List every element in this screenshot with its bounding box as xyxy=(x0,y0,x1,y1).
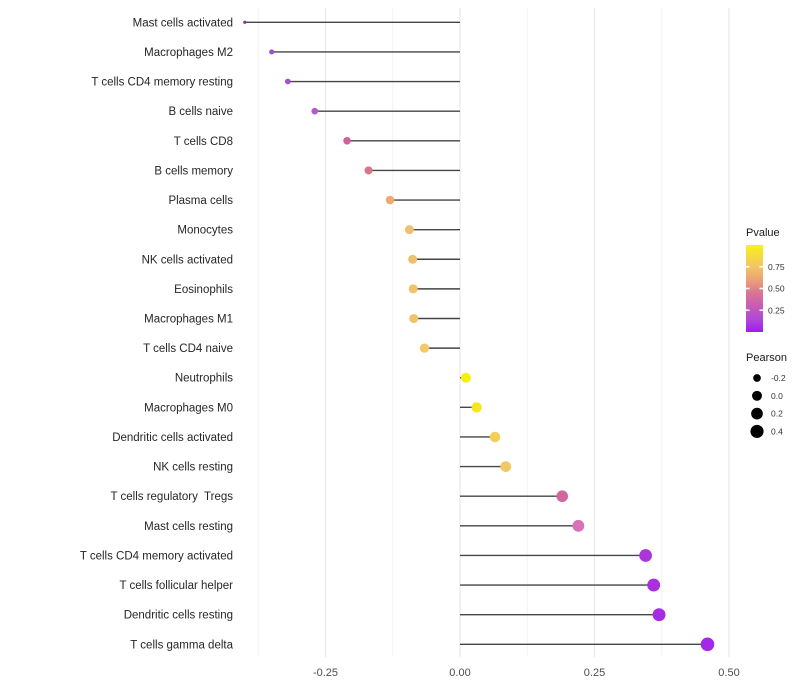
row-label: Dendritic cells activated xyxy=(112,432,233,444)
row-label: Mast cells activated xyxy=(133,17,233,29)
pearson-size-dot xyxy=(751,407,763,420)
dot xyxy=(700,637,715,652)
x-tick-label: -0.25 xyxy=(313,667,338,679)
pearson-size-dot xyxy=(753,374,761,382)
pearson-size-dot xyxy=(750,424,764,438)
dot xyxy=(409,313,419,324)
pvalue-colorbar-ticks: 0.75 0.50 0.25 xyxy=(746,262,785,315)
dot xyxy=(489,431,501,443)
row-label: Plasma cells xyxy=(168,195,233,207)
pearson-size-label: 0.4 xyxy=(771,426,783,436)
dot xyxy=(639,549,652,562)
row-label: T cells CD8 xyxy=(174,136,233,148)
pearson-legend-title: Pearson xyxy=(746,352,787,364)
row-label: B cells naive xyxy=(168,106,233,118)
dot xyxy=(647,578,661,592)
colorbar-tick-label: 0.50 xyxy=(768,284,785,294)
dot xyxy=(269,49,275,55)
dot xyxy=(284,78,291,85)
dot xyxy=(243,20,247,24)
colorbar-tick-label: 0.25 xyxy=(768,305,785,315)
dot xyxy=(364,166,373,175)
x-tick-label: 0.50 xyxy=(718,667,739,679)
row-label: Dendritic cells resting xyxy=(124,610,233,622)
row-label: Macrophages M1 xyxy=(144,314,233,326)
dot xyxy=(408,254,418,264)
row-label: Eosinophils xyxy=(174,284,233,296)
row-label: Monocytes xyxy=(177,225,233,237)
dot xyxy=(460,372,471,383)
pvalue-legend: Pvalue 0.75 0.50 0.25 xyxy=(746,227,785,332)
lollipop-rows: Mast cells activated Macrophages M2 T cell… xyxy=(80,17,715,652)
row-label: T cells CD4 memory activated xyxy=(80,550,233,562)
dot xyxy=(311,107,319,115)
pearson-size-label: -0.2 xyxy=(771,373,786,383)
row-label: T cells gamma delta xyxy=(130,639,233,651)
row-label: Macrophages M0 xyxy=(144,402,233,414)
pearson-size-label: 0.2 xyxy=(771,409,783,419)
x-axis-labels: -0.25 0.00 0.25 0.50 xyxy=(313,667,740,679)
x-tick-label: 0.25 xyxy=(584,667,605,679)
pearson-size-dot xyxy=(752,390,762,401)
row-label: Mast cells resting xyxy=(144,521,233,533)
pearson-size-keys: -0.2 0.0 0.2 0.4 xyxy=(750,373,786,438)
gridlines xyxy=(257,8,730,657)
dot xyxy=(385,195,395,205)
dot xyxy=(408,284,418,294)
x-tick-label: 0.00 xyxy=(449,667,470,679)
row-label: T cells CD4 naive xyxy=(143,343,233,355)
dot xyxy=(572,519,585,532)
colorbar-tick-label: 0.75 xyxy=(768,262,785,272)
dot xyxy=(419,343,430,353)
row-label: T cells CD4 memory resting xyxy=(91,77,233,89)
row-label: NK cells activated xyxy=(142,254,233,266)
row-label: Neutrophils xyxy=(175,373,233,385)
pearson-legend: Pearson -0.2 0.0 0.2 0.4 xyxy=(746,352,787,438)
pvalue-colorbar xyxy=(746,245,763,332)
row-label: B cells memory xyxy=(154,165,233,177)
dot xyxy=(471,402,482,413)
row-label: Macrophages M2 xyxy=(144,47,233,59)
pearson-size-label: 0.0 xyxy=(771,391,783,401)
dot xyxy=(404,225,414,235)
dot xyxy=(652,608,666,622)
dot xyxy=(343,137,351,145)
row-label: T cells regulatory Tregs xyxy=(110,491,233,503)
dot xyxy=(500,461,512,472)
dot xyxy=(556,490,569,503)
row-label: NK cells resting xyxy=(153,462,233,474)
row-label: T cells follicular helper xyxy=(119,580,233,592)
pvalue-legend-title: Pvalue xyxy=(746,227,780,239)
